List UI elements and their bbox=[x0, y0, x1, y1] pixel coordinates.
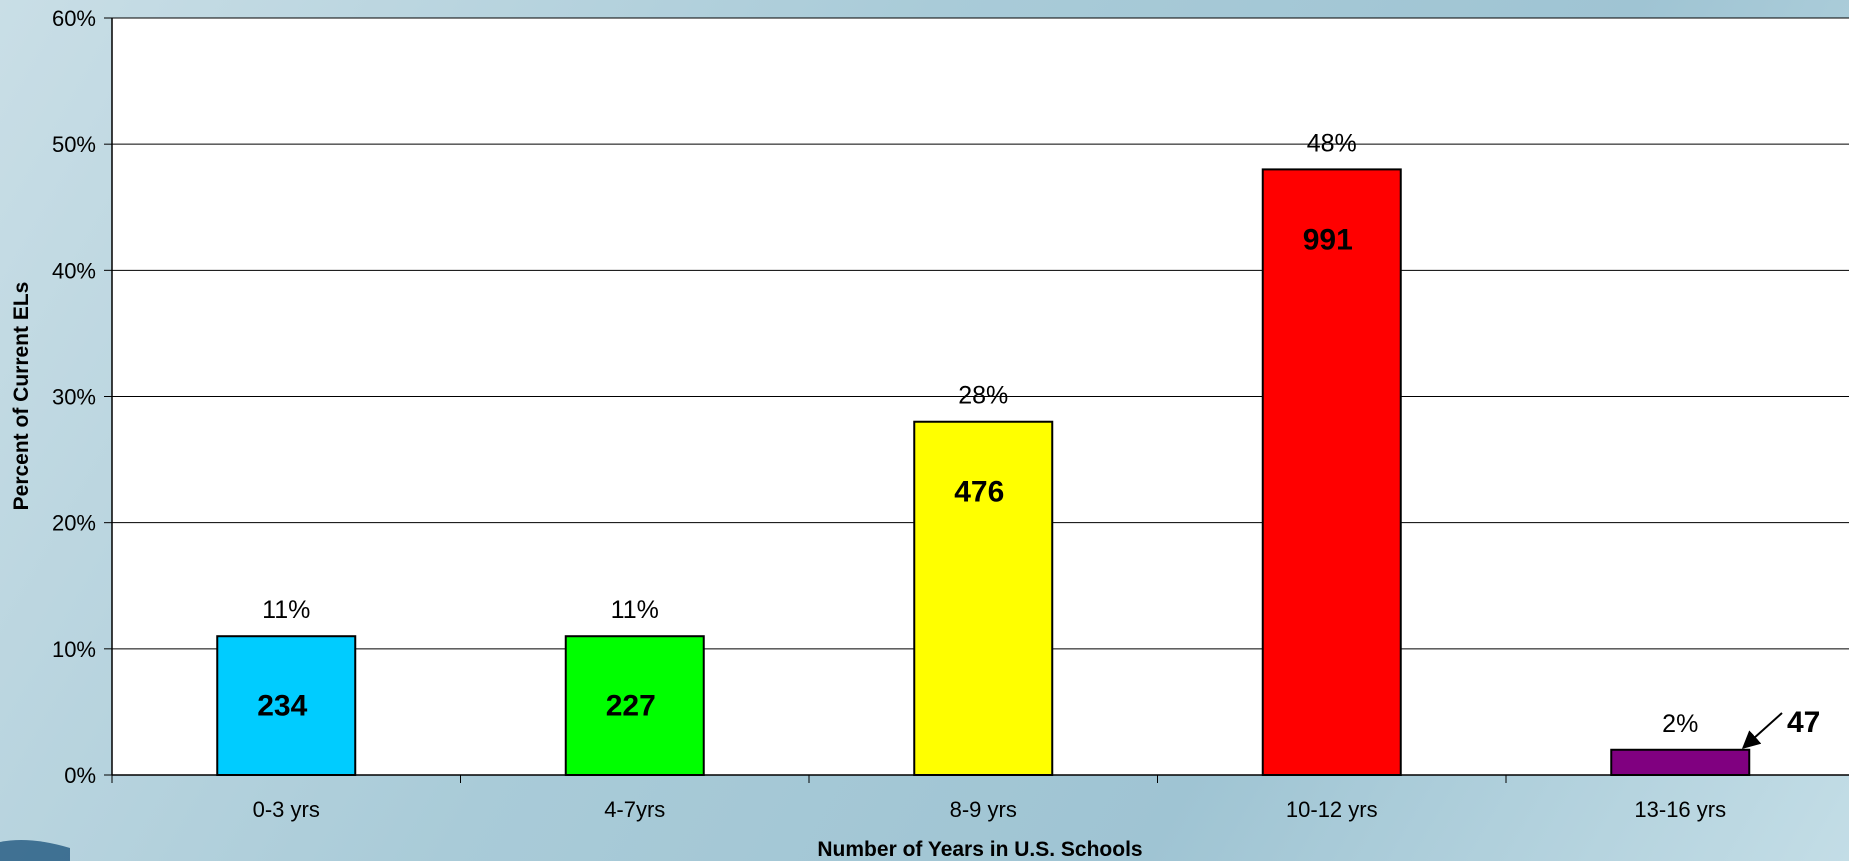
x-tick-label: 4-7yrs bbox=[604, 797, 665, 822]
bars bbox=[216, 168, 1751, 777]
count-label: 991 bbox=[1303, 223, 1353, 256]
value-label: 2% bbox=[1662, 710, 1698, 738]
x-tick-labels: 0-3 yrs 4-7yrs 8-9 yrs 10-12 yrs 13-16 yrs bbox=[253, 797, 1726, 822]
x-tick-label: 13-16 yrs bbox=[1634, 797, 1726, 822]
y-tick-label: 20% bbox=[52, 511, 96, 536]
decorative-swoosh bbox=[0, 840, 70, 861]
x-tick-label: 8-9 yrs bbox=[950, 797, 1017, 822]
axes bbox=[104, 17, 1849, 783]
bar bbox=[216, 635, 357, 777]
y-axis-title: Percent of Current ELs bbox=[10, 282, 33, 511]
count-labels: 234 227 476 991 47 bbox=[257, 223, 1820, 749]
bar bbox=[1610, 748, 1751, 776]
x-tick-label: 0-3 yrs bbox=[253, 797, 320, 822]
y-tick-label: 40% bbox=[52, 258, 96, 283]
value-label: 28% bbox=[958, 382, 1008, 410]
count-label: 234 bbox=[257, 690, 307, 723]
count-label: 476 bbox=[954, 476, 1004, 509]
y-tick-label: 30% bbox=[52, 385, 96, 410]
bar bbox=[913, 420, 1054, 776]
value-label: 11% bbox=[262, 596, 310, 624]
y-tick-label: 60% bbox=[52, 6, 96, 31]
bar bbox=[1261, 168, 1402, 776]
count-label: 47 bbox=[1787, 706, 1820, 739]
x-tick-label: 10-12 yrs bbox=[1286, 797, 1378, 822]
count-label: 227 bbox=[606, 690, 656, 723]
y-tick-labels: 0% 10% 20% 30% 40% 50% 60% bbox=[52, 6, 96, 788]
value-label: 48% bbox=[1307, 129, 1357, 157]
y-tick-label: 0% bbox=[64, 763, 96, 788]
x-axis-title: Number of Years in U.S. Schools bbox=[817, 838, 1142, 861]
annotation-arrow bbox=[1741, 712, 1783, 749]
value-labels: 11% 11% 28% 48% 2% bbox=[262, 129, 1698, 737]
value-label: 11% bbox=[611, 596, 659, 624]
y-tick-label: 10% bbox=[52, 637, 96, 662]
y-tick-label: 50% bbox=[52, 132, 96, 157]
